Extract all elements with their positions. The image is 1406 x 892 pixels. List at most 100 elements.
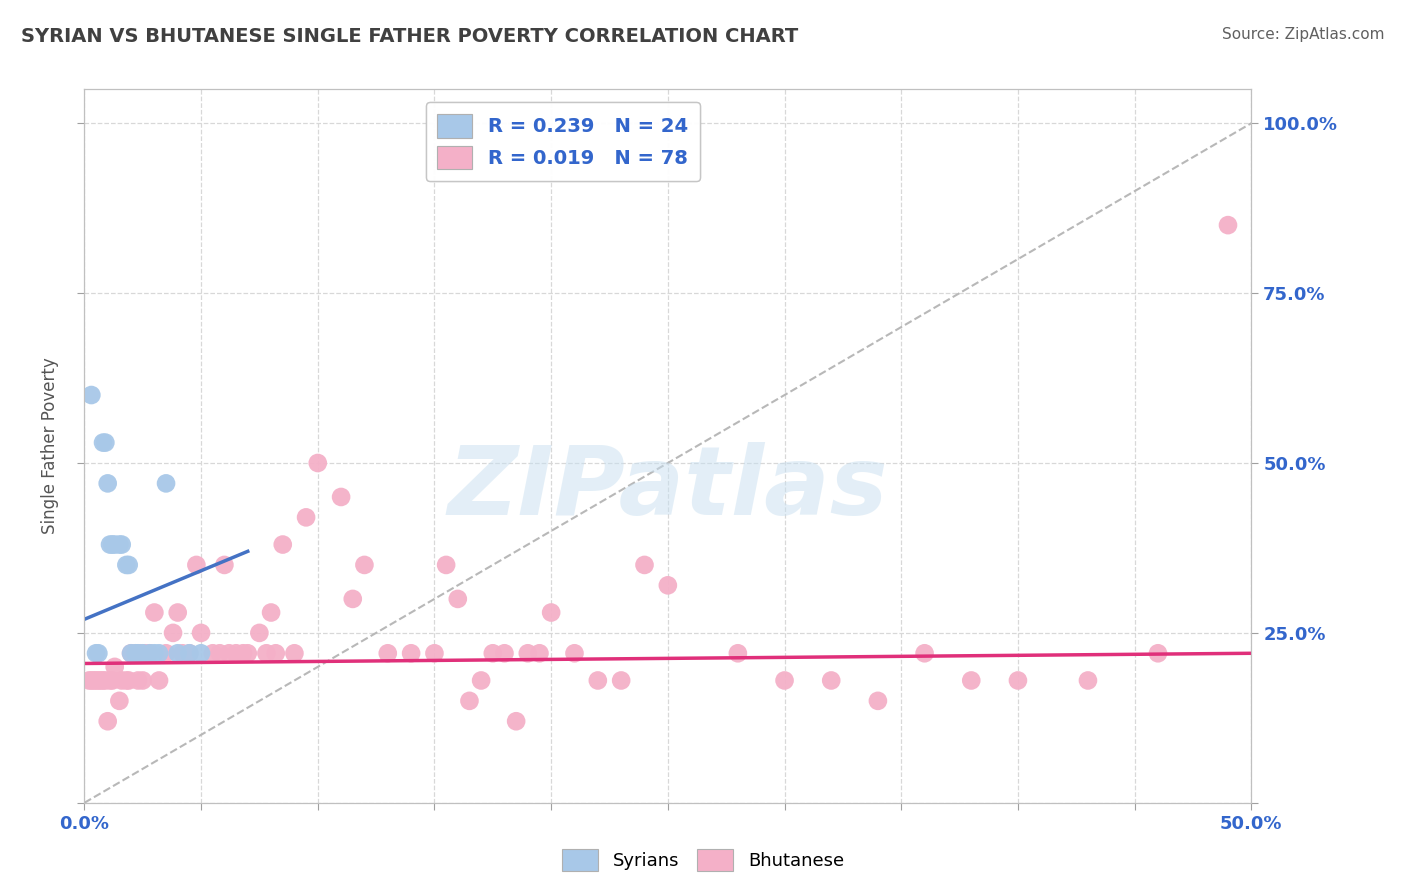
Point bbox=[470, 673, 492, 688]
Point bbox=[218, 646, 240, 660]
Point bbox=[179, 646, 201, 660]
Point bbox=[434, 558, 457, 572]
Point bbox=[125, 646, 148, 660]
Point bbox=[866, 694, 889, 708]
Point bbox=[138, 646, 160, 660]
Point bbox=[342, 591, 364, 606]
Point bbox=[87, 673, 110, 688]
Point bbox=[377, 646, 399, 660]
Text: ZIPatlas: ZIPatlas bbox=[447, 442, 889, 535]
Point bbox=[104, 660, 127, 674]
Point bbox=[120, 646, 142, 660]
Point bbox=[148, 646, 170, 660]
Text: SYRIAN VS BHUTANESE SINGLE FATHER POVERTY CORRELATION CHART: SYRIAN VS BHUTANESE SINGLE FATHER POVERT… bbox=[21, 27, 799, 45]
Point bbox=[148, 673, 170, 688]
Point bbox=[118, 558, 141, 572]
Legend: Syrians, Bhutanese: Syrians, Bhutanese bbox=[555, 842, 851, 879]
Point bbox=[101, 673, 124, 688]
Point bbox=[120, 646, 142, 660]
Y-axis label: Single Father Poverty: Single Father Poverty bbox=[41, 358, 59, 534]
Point bbox=[143, 606, 166, 620]
Point bbox=[516, 646, 538, 660]
Point bbox=[820, 673, 842, 688]
Point bbox=[447, 591, 470, 606]
Point bbox=[423, 646, 446, 660]
Point bbox=[118, 673, 141, 688]
Point bbox=[97, 476, 120, 491]
Point bbox=[91, 673, 114, 688]
Point bbox=[134, 646, 156, 660]
Point bbox=[283, 646, 305, 660]
Point bbox=[129, 646, 152, 660]
Point bbox=[155, 476, 177, 491]
Point bbox=[586, 673, 609, 688]
Point bbox=[225, 646, 247, 660]
Point bbox=[1007, 673, 1029, 688]
Point bbox=[101, 537, 124, 551]
Point bbox=[83, 673, 105, 688]
Point bbox=[115, 673, 138, 688]
Point bbox=[166, 646, 188, 660]
Point bbox=[98, 673, 121, 688]
Point bbox=[80, 388, 103, 402]
Point bbox=[540, 606, 562, 620]
Point bbox=[125, 646, 148, 660]
Point bbox=[84, 673, 107, 688]
Point bbox=[960, 673, 983, 688]
Point bbox=[254, 646, 277, 660]
Point bbox=[249, 626, 271, 640]
Point bbox=[91, 435, 114, 450]
Point bbox=[94, 435, 117, 450]
Point bbox=[914, 646, 936, 660]
Point bbox=[190, 626, 212, 640]
Point bbox=[201, 646, 224, 660]
Point bbox=[505, 714, 527, 729]
Point bbox=[330, 490, 353, 504]
Point bbox=[97, 714, 120, 729]
Point bbox=[1147, 646, 1170, 660]
Point bbox=[564, 646, 586, 660]
Point bbox=[108, 537, 131, 551]
Point bbox=[162, 626, 184, 640]
Point bbox=[458, 694, 481, 708]
Point bbox=[132, 673, 155, 688]
Point bbox=[295, 510, 318, 524]
Point bbox=[610, 673, 633, 688]
Point bbox=[529, 646, 551, 660]
Point bbox=[236, 646, 259, 660]
Point bbox=[111, 673, 134, 688]
Point bbox=[155, 646, 177, 660]
Point bbox=[77, 673, 100, 688]
Point bbox=[138, 646, 160, 660]
Point bbox=[1216, 218, 1239, 232]
Point bbox=[232, 646, 254, 660]
Point bbox=[115, 558, 138, 572]
Point bbox=[166, 606, 188, 620]
Point bbox=[84, 646, 107, 660]
Point bbox=[94, 673, 117, 688]
Legend: R = 0.239   N = 24, R = 0.019   N = 78: R = 0.239 N = 24, R = 0.019 N = 78 bbox=[426, 103, 700, 181]
Point bbox=[80, 673, 103, 688]
Point bbox=[260, 606, 283, 620]
Point bbox=[494, 646, 516, 660]
Text: Source: ZipAtlas.com: Source: ZipAtlas.com bbox=[1222, 27, 1385, 42]
Point bbox=[132, 646, 155, 660]
Point bbox=[143, 646, 166, 660]
Point bbox=[190, 646, 212, 660]
Point bbox=[104, 537, 127, 551]
Point bbox=[633, 558, 655, 572]
Point bbox=[727, 646, 749, 660]
Point bbox=[399, 646, 422, 660]
Point bbox=[179, 646, 201, 660]
Point bbox=[271, 537, 294, 551]
Point bbox=[657, 578, 679, 592]
Point bbox=[87, 646, 110, 660]
Point bbox=[127, 673, 149, 688]
Point bbox=[186, 558, 208, 572]
Point bbox=[108, 694, 131, 708]
Point bbox=[90, 673, 112, 688]
Point bbox=[1077, 673, 1099, 688]
Point bbox=[127, 646, 149, 660]
Point bbox=[98, 537, 121, 551]
Point bbox=[208, 646, 231, 660]
